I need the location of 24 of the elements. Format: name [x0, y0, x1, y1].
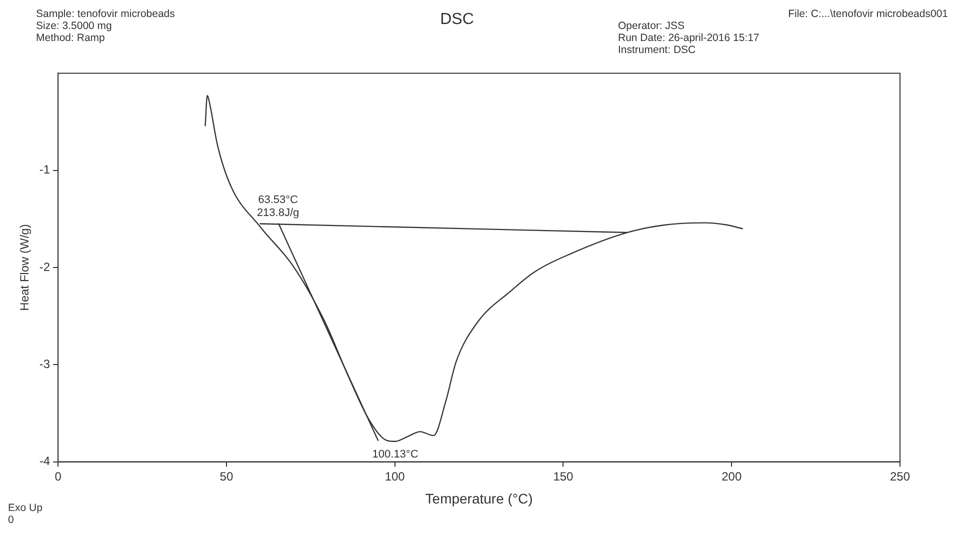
y-tick-label: -3	[39, 356, 50, 371]
chart-title: DSC	[440, 11, 474, 28]
text: 0	[8, 514, 15, 526]
x-tick-label: 200	[722, 469, 742, 484]
y-tick-label: -2	[39, 260, 50, 274]
text: File: C:...\tenofovir microbeads001	[787, 8, 948, 20]
text: Sample: tenofovir microbeads	[36, 8, 175, 20]
x-tick-label: 50	[220, 469, 234, 484]
annotation: 100.13°C	[372, 448, 418, 460]
x-tick-label: 100	[384, 469, 406, 484]
text: Operator: JSS	[618, 20, 686, 32]
text: Run Date: 26-april-2016 15:17	[618, 32, 760, 44]
x-tick-label: 150	[553, 469, 574, 484]
text: Method: Ramp	[36, 32, 106, 44]
y-tick-label: -4	[39, 454, 50, 468]
text: Size: 3.5000 mg	[36, 20, 113, 32]
text: Exo Up	[8, 502, 42, 514]
y-axis-title: Heat Flow (W/g)	[18, 224, 32, 311]
text: Instrument: DSC	[618, 44, 697, 56]
x-tick-label: 250	[890, 469, 910, 484]
y-tick-label: -1	[39, 162, 50, 177]
x-tick-label: 0	[54, 469, 62, 484]
annotation: 63.53°C 213.8J/g	[256, 194, 300, 219]
x-axis-title: Temperature (°C)	[425, 490, 533, 506]
